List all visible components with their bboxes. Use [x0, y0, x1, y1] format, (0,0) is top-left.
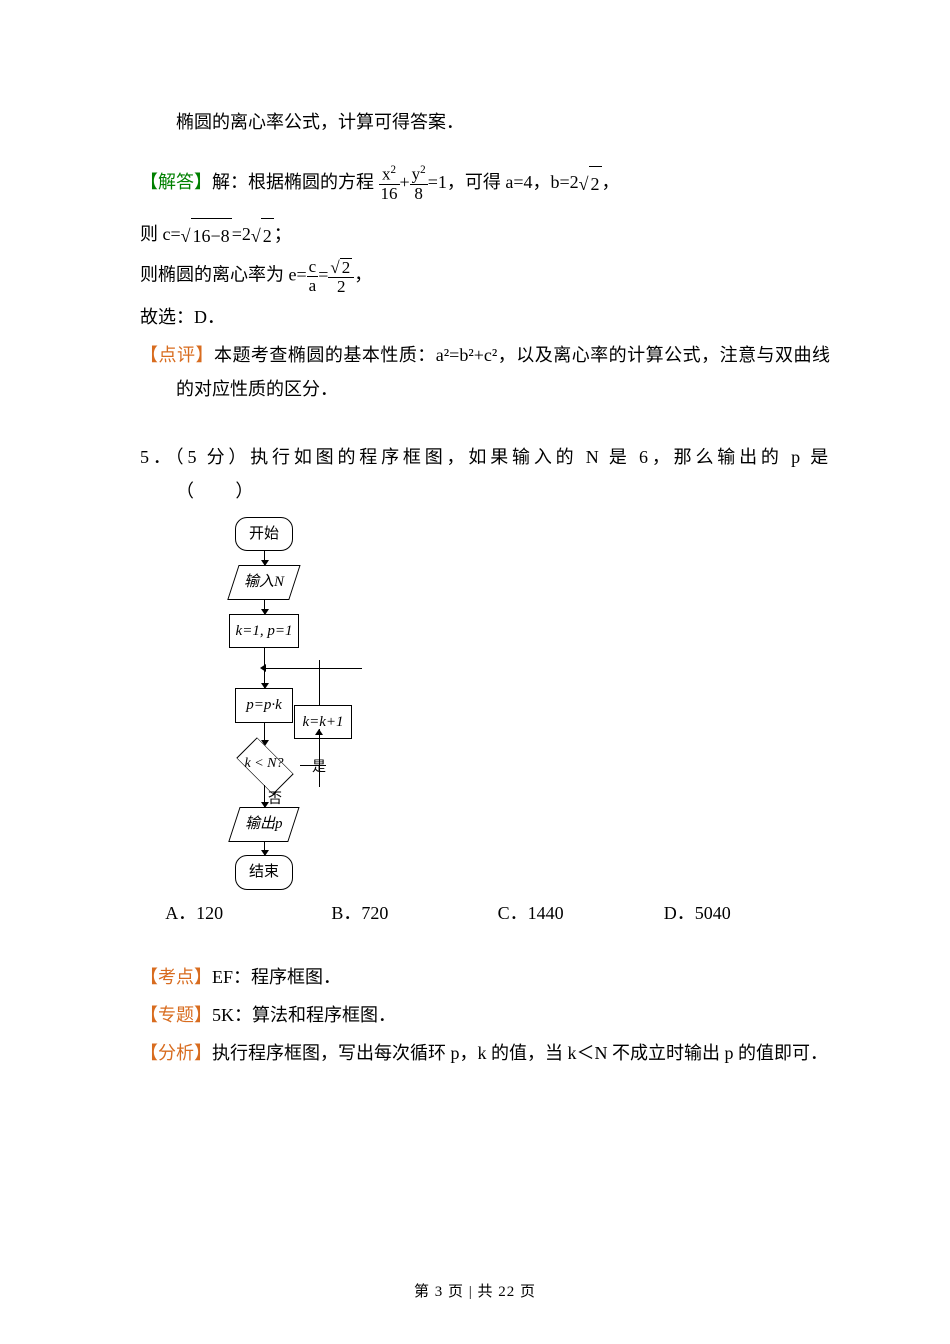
fc-start: 开始 [235, 517, 293, 552]
fc-init: k=1, p=1 [229, 614, 300, 649]
page-root: 椭圆的离心率公式，计算可得答案． 【解答】解：根据椭圆的方程 x216 + y2… [0, 0, 950, 1344]
option-a: A．120 [165, 896, 331, 930]
loop-vertical-line [319, 729, 320, 787]
footer-total: 22 [498, 1284, 515, 1300]
page-footer: 第 3 页 | 共 22 页 [0, 1278, 950, 1307]
q5-stem: 5．（5 分）执行如图的程序框图，如果输入的 N 是 6，那么输出的 p 是（ … [140, 440, 830, 508]
sol1-prefix: 解：根据椭圆的方程 [212, 172, 374, 192]
sqrt-16-8: √16−8 [181, 218, 232, 253]
frac-sqrt2-2: √22 [328, 257, 354, 295]
tag-kaodian: 【考点】 [140, 967, 212, 987]
option-d: D．5040 [664, 896, 830, 930]
footer-mid: 页 | 共 [443, 1284, 498, 1300]
conclusion-text: 故选：D． [140, 307, 225, 327]
solution-line1: 【解答】解：根据椭圆的方程 x216 + y28 =1，可得 a=4，b=2√2… [140, 165, 830, 203]
previous-analysis-tail: 椭圆的离心率公式，计算可得答案． [140, 105, 830, 139]
frac-x2-16: x216 [379, 165, 400, 203]
footer-prefix: 第 [414, 1284, 435, 1300]
sqrt2-b: √2 [251, 218, 274, 253]
comment-text: 本题考查椭圆的基本性质：a²=b²+c²，以及离心率的计算公式，注意与双曲线的对… [176, 345, 830, 399]
fc-decision: k < N? [228, 745, 300, 785]
fx-text: 执行程序框图，写出每次循环 p，k 的值，当 k＜N 不成立时输出 p 的值即可… [212, 1043, 828, 1063]
sol2-prefix: 则 c= [140, 224, 181, 244]
arrow-icon [264, 551, 265, 565]
arrow-icon [264, 723, 265, 745]
loop-up-line [319, 660, 320, 705]
fc-output: 输出p [234, 807, 294, 842]
solution-conclusion: 故选：D． [140, 300, 830, 334]
option-b: B．720 [331, 896, 497, 930]
fc-input: 输入N [233, 565, 295, 600]
loop-join-line [264, 668, 362, 669]
arrow-left-icon [260, 664, 266, 672]
sol3-mid: = [318, 265, 328, 285]
fc-end: 结束 [235, 855, 293, 890]
flowchart: 开始 输入N k=1, p=1 p=p·k k < N? 是 否 [164, 517, 364, 890]
tail-text: 椭圆的离心率公式，计算可得答案． [176, 112, 464, 132]
tag-fenxi: 【分析】 [140, 1043, 212, 1063]
tag-zhuanti: 【专题】 [140, 1005, 212, 1025]
arrow-icon [264, 600, 265, 614]
solution-line3: 则椭圆的离心率为 e=ca=√22， [140, 257, 830, 295]
comment-block: 【点评】本题考查椭圆的基本性质：a²=b²+c²，以及离心率的计算公式，注意与双… [140, 338, 830, 406]
fc-increment: k=k+1 [294, 705, 352, 740]
solution-line2: 则 c=√16−8=2√2； [140, 217, 830, 253]
zt-text: 5K：算法和程序框图． [212, 1005, 396, 1025]
footer-suffix: 页 [515, 1284, 536, 1300]
q5-zhuanti: 【专题】5K：算法和程序框图． [140, 998, 830, 1032]
arrow-up-icon [315, 729, 323, 735]
tag-dianping: 【点评】 [140, 345, 214, 365]
sol1-suffix: ， [602, 172, 620, 192]
arrow-icon [264, 841, 265, 855]
sol1-mid: =1，可得 a=4，b=2 [428, 172, 579, 192]
loop-branch: k=k+1 [294, 705, 352, 740]
frac-y2-8: y28 [410, 165, 428, 203]
sol3-prefix: 则椭圆的离心率为 e= [140, 265, 307, 285]
q5-kaodian: 【考点】EF：程序框图． [140, 960, 830, 994]
cond-yes-line [300, 765, 326, 766]
frac-c-a: ca [307, 258, 319, 295]
q5-options: A．120 B．720 C．1440 D．5040 [165, 896, 830, 930]
kd-text: EF：程序框图． [212, 967, 341, 987]
option-c: C．1440 [498, 896, 664, 930]
sol3-suffix: ， [354, 265, 372, 285]
sol2-mid: =2 [232, 224, 251, 244]
sol2-suffix: ； [274, 224, 292, 244]
frac2-den: 8 [410, 185, 428, 203]
q5-fenxi: 【分析】执行程序框图，写出每次循环 p，k 的值，当 k＜N 不成立时输出 p … [140, 1036, 830, 1070]
frac1-den: 16 [379, 185, 400, 203]
fc-compute: p=p·k [235, 688, 293, 723]
sqrt2-a: √2 [579, 166, 602, 201]
footer-cur: 3 [435, 1284, 444, 1300]
arrow-icon [264, 785, 265, 807]
tag-jieda: 【解答】 [140, 172, 212, 192]
q5-stem-text: 5．（5 分）执行如图的程序框图，如果输入的 N 是 6，那么输出的 p 是（ … [140, 447, 830, 501]
frac2-num: y [412, 165, 421, 184]
